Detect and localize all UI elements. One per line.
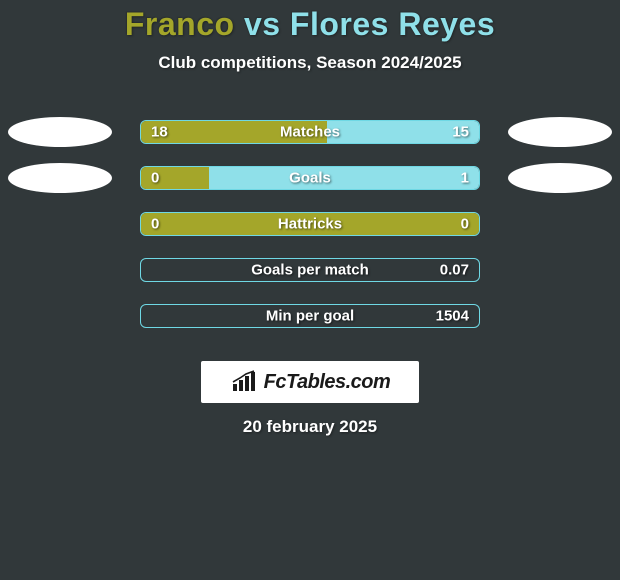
stat-bar: Goals per match 0.07	[140, 258, 480, 282]
stat-value-right: 0.07	[440, 262, 469, 279]
subtitle: Club competitions, Season 2024/2025	[0, 53, 620, 73]
stat-bar: 18 Matches 15	[140, 120, 480, 144]
page-title: Franco vs Flores Reyes	[0, 6, 620, 43]
stat-value-left: 18	[151, 124, 168, 141]
stat-value-right: 15	[452, 124, 469, 141]
comparison-card: Franco vs Flores Reyes Club competitions…	[0, 0, 620, 580]
stat-row: Min per goal 1504	[0, 293, 620, 339]
stat-value-right: 1504	[436, 308, 469, 325]
stat-bar: Min per goal 1504	[140, 304, 480, 328]
player-right-avatar	[508, 117, 612, 147]
stat-label: Hattricks	[278, 216, 342, 233]
stat-bar: 0 Goals 1	[140, 166, 480, 190]
stat-row: 0 Hattricks 0	[0, 201, 620, 247]
stat-row: Goals per match 0.07	[0, 247, 620, 293]
player-left-avatar	[8, 163, 112, 193]
player-left-name: Franco	[125, 6, 235, 42]
title-vs: vs	[235, 6, 290, 42]
stat-bar: 0 Hattricks 0	[140, 212, 480, 236]
stat-row: 0 Goals 1	[0, 155, 620, 201]
stat-label: Goals	[289, 170, 331, 187]
date-text: 20 february 2025	[0, 417, 620, 437]
stats-section: 18 Matches 15 0 Goals 1 0 Hattricks 0 Goals per m…	[0, 109, 620, 339]
player-right-name: Flores Reyes	[290, 6, 495, 42]
stat-value-right: 0	[461, 216, 469, 233]
stat-row: 18 Matches 15	[0, 109, 620, 155]
chart-icon	[230, 370, 260, 394]
player-left-avatar	[8, 117, 112, 147]
stat-label: Min per goal	[266, 308, 354, 325]
stat-value-right: 1	[461, 170, 469, 187]
player-right-avatar	[508, 163, 612, 193]
stat-label: Goals per match	[251, 262, 369, 279]
stat-value-left: 0	[151, 170, 159, 187]
stat-value-left: 0	[151, 216, 159, 233]
branding-text: FcTables.com	[264, 371, 391, 394]
branding-badge: FcTables.com	[201, 361, 419, 403]
stat-bar-right	[209, 167, 479, 189]
stat-label: Matches	[280, 124, 340, 141]
